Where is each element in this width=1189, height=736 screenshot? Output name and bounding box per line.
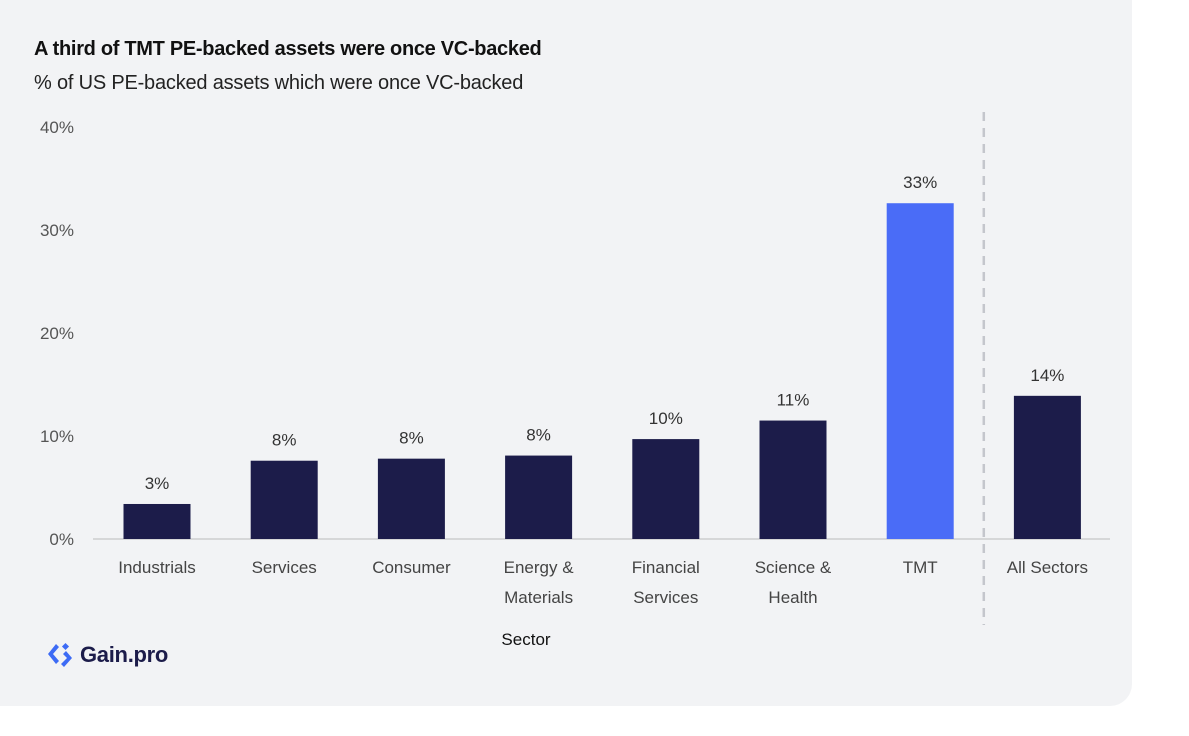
data-label: 14% <box>1030 366 1064 385</box>
bar-consumer <box>377 458 445 539</box>
x-tick-label: Services <box>633 588 698 607</box>
data-label: 33% <box>903 173 937 192</box>
data-label: 3% <box>145 474 170 493</box>
y-tick-label: 40% <box>40 118 74 137</box>
brand-name: Gain.pro <box>80 642 169 667</box>
chart-subtitle: % of US PE-backed assets which were once… <box>34 72 524 94</box>
chart-title: A third of TMT PE-backed assets were onc… <box>34 38 542 60</box>
y-tick-label: 30% <box>40 221 74 240</box>
bar-services <box>250 460 318 539</box>
y-tick-label: 20% <box>40 324 74 343</box>
data-label: 10% <box>649 409 683 428</box>
x-tick-label: Materials <box>504 588 573 607</box>
bar-all-sectors <box>1013 395 1081 539</box>
data-label: 11% <box>777 391 810 410</box>
bar-industrials <box>123 503 191 539</box>
bar-tmt <box>886 203 954 539</box>
x-tick-label: Health <box>768 588 817 607</box>
bar-energy-materials <box>505 455 573 539</box>
chart-card: A third of TMT PE-backed assets were onc… <box>0 0 1132 706</box>
gain-pro-logo-icon <box>48 642 72 667</box>
y-tick-label: 0% <box>49 530 74 549</box>
x-tick-label: Financial <box>632 558 700 577</box>
bar-financial-services <box>632 439 700 539</box>
x-axis-label: Sector <box>501 630 550 649</box>
brand-logo: Gain.pro <box>46 641 168 669</box>
x-tick-label: Services <box>252 558 317 577</box>
data-label: 8% <box>526 426 551 445</box>
x-tick-label: Science & <box>755 558 832 577</box>
x-tick-label: Consumer <box>372 558 451 577</box>
x-tick-label: TMT <box>903 558 938 577</box>
x-tick-label: Energy & <box>504 558 575 577</box>
y-tick-label: 10% <box>40 427 74 446</box>
data-label: 8% <box>272 431 297 450</box>
x-tick-label: Industrials <box>118 558 195 577</box>
data-label: 8% <box>399 429 424 448</box>
x-tick-label: All Sectors <box>1007 558 1088 577</box>
bar-science-health <box>759 420 827 539</box>
